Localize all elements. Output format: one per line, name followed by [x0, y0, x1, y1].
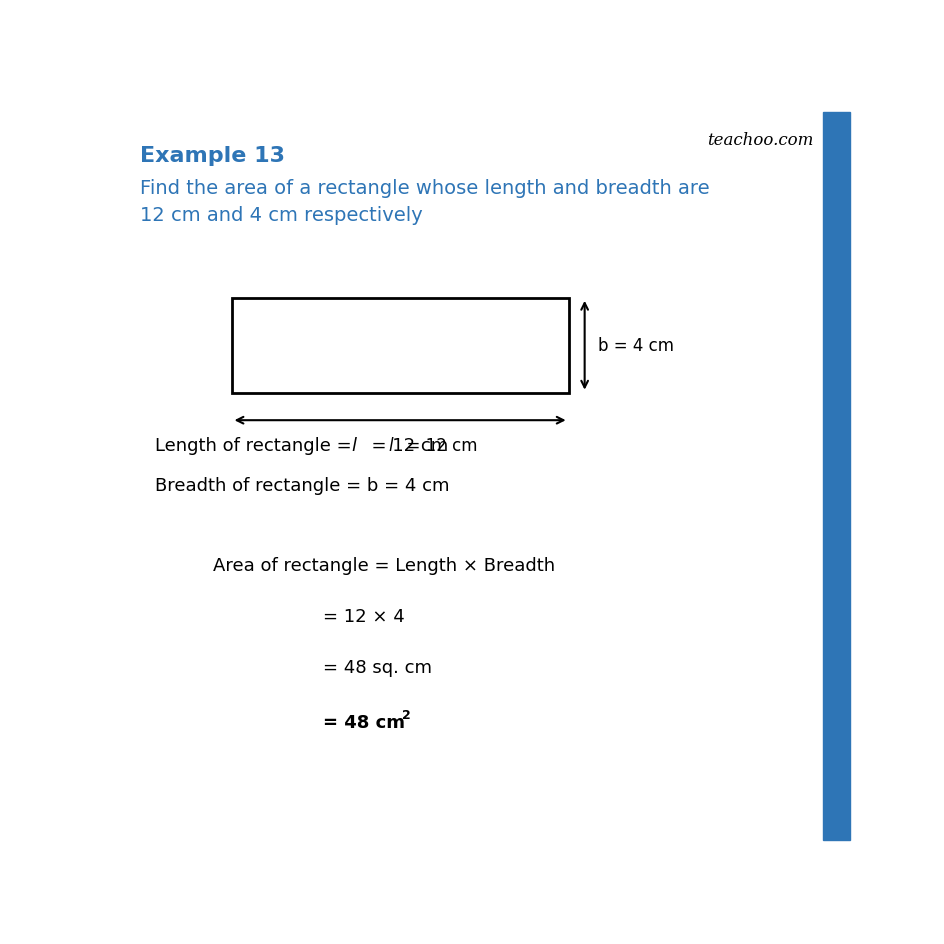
Bar	[231, 298, 568, 393]
Text: = 48 cm: = 48 cm	[323, 713, 405, 731]
Text: l: l	[388, 437, 393, 455]
Text: = 12 cm: = 12 cm	[360, 437, 447, 455]
Text: teachoo.com: teachoo.com	[707, 131, 813, 148]
Text: 12 cm and 4 cm respectively: 12 cm and 4 cm respectively	[140, 206, 422, 225]
Text: = 12 cm: = 12 cm	[396, 437, 478, 455]
Text: 2: 2	[402, 708, 411, 721]
Text: b = 4 cm: b = 4 cm	[598, 337, 673, 355]
Bar	[822, 113, 850, 840]
Text: Example 13: Example 13	[140, 146, 285, 166]
Text: Breadth of rectangle = b = 4 cm: Breadth of rectangle = b = 4 cm	[155, 477, 448, 495]
Text: Area of rectangle = Length × Breadth: Area of rectangle = Length × Breadth	[213, 557, 555, 575]
Text: Find the area of a rectangle whose length and breadth are: Find the area of a rectangle whose lengt…	[140, 178, 709, 197]
Text: = 12 × 4: = 12 × 4	[323, 608, 405, 626]
Text: l: l	[350, 437, 356, 455]
Text: Length of rectangle =: Length of rectangle =	[155, 437, 357, 455]
Text: = 48 sq. cm: = 48 sq. cm	[323, 659, 431, 677]
